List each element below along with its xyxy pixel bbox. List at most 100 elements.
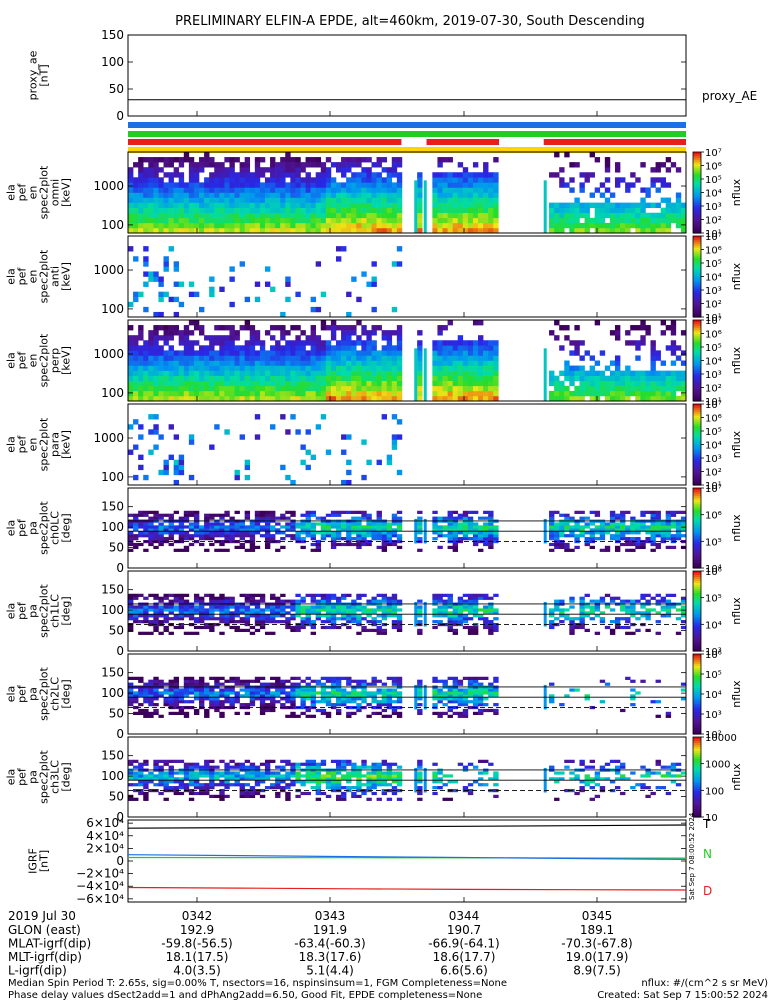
heatmap-cell bbox=[488, 625, 494, 630]
heatmap-cell bbox=[670, 162, 677, 168]
heatmap-cell bbox=[447, 360, 453, 366]
heatmap-cell bbox=[670, 375, 677, 382]
heatmap-cell bbox=[437, 614, 443, 618]
heatmap-cell bbox=[219, 714, 225, 718]
heatmap-cell bbox=[229, 212, 235, 219]
heatmap-cell bbox=[209, 608, 215, 612]
heatmap-cell bbox=[290, 157, 296, 163]
heatmap-cell bbox=[655, 593, 661, 597]
heatmap-cell bbox=[193, 679, 200, 683]
heatmap-cell bbox=[199, 385, 205, 392]
heatmap-cell bbox=[488, 525, 494, 529]
heatmap-cell bbox=[148, 429, 154, 435]
heatmap-cell bbox=[158, 177, 164, 183]
heatmap-cell bbox=[417, 365, 423, 371]
heatmap-cell bbox=[193, 608, 200, 612]
heatmap-cell bbox=[209, 162, 215, 168]
heatmap-cell bbox=[234, 350, 240, 356]
heatmap-cell bbox=[264, 202, 271, 208]
heatmap-cell bbox=[153, 424, 159, 430]
heatmap-cell bbox=[300, 217, 306, 224]
heatmap-cell bbox=[366, 345, 372, 351]
heatmap-cell bbox=[346, 691, 352, 695]
heatmap-cell bbox=[310, 162, 316, 168]
heatmap-cell bbox=[163, 537, 169, 541]
heatmap-cell bbox=[148, 528, 154, 532]
heatmap-cell bbox=[219, 682, 225, 686]
heatmap-cell bbox=[254, 197, 261, 203]
heatmap-cell bbox=[163, 513, 169, 517]
heatmap-cell bbox=[143, 691, 149, 695]
colorbar-cell bbox=[693, 238, 701, 241]
colorbar-cell bbox=[693, 368, 701, 372]
heatmap-cell bbox=[341, 385, 347, 392]
heatmap-cell bbox=[351, 700, 357, 704]
heatmap-cell bbox=[371, 380, 377, 387]
colorbar-cell bbox=[693, 370, 701, 374]
heatmap-cell bbox=[361, 608, 367, 612]
heatmap-cell bbox=[447, 375, 453, 382]
heatmap-cell bbox=[224, 167, 230, 173]
heatmap-cell bbox=[325, 531, 332, 535]
heatmap-cell bbox=[173, 596, 180, 600]
heatmap-cell bbox=[290, 177, 296, 183]
heatmap-cell bbox=[680, 207, 687, 214]
colorbar-cell bbox=[693, 392, 701, 396]
heatmap-cell bbox=[234, 335, 240, 341]
heatmap-cell bbox=[645, 325, 651, 331]
heatmap-cell bbox=[320, 537, 327, 541]
heatmap-cell bbox=[675, 534, 682, 538]
heatmap-cell bbox=[346, 697, 352, 701]
heatmap-cell bbox=[488, 345, 494, 351]
heatmap-cell bbox=[325, 620, 332, 624]
heatmap-cell bbox=[234, 510, 240, 514]
heatmap-cell bbox=[285, 162, 291, 168]
heatmap-cell bbox=[320, 340, 327, 346]
heatmap-cell bbox=[229, 679, 235, 683]
heatmap-cell bbox=[128, 605, 134, 609]
heatmap-cell bbox=[163, 340, 169, 346]
heatmap-cell bbox=[133, 513, 139, 517]
heatmap-cell bbox=[432, 596, 438, 600]
heatmap-cell bbox=[158, 375, 164, 382]
heatmap-cell bbox=[650, 531, 656, 535]
heatmap-cell bbox=[204, 182, 210, 188]
heatmap-cell bbox=[452, 548, 459, 552]
heatmap-cell bbox=[249, 345, 256, 351]
heatmap-cell bbox=[264, 266, 271, 272]
heatmap-cell bbox=[249, 197, 256, 203]
heatmap-cell bbox=[335, 350, 342, 356]
heatmap-cell bbox=[315, 227, 322, 234]
heatmap-cell bbox=[371, 197, 377, 203]
heatmap-cell bbox=[219, 345, 225, 351]
heatmap-cell bbox=[335, 700, 342, 704]
heatmap-cell bbox=[417, 340, 423, 346]
heatmap-cell bbox=[320, 694, 327, 698]
colorbar-cell bbox=[693, 601, 701, 604]
heatmap-cell bbox=[199, 207, 205, 214]
heatmap-cell bbox=[188, 614, 195, 618]
heatmap-cell bbox=[341, 691, 347, 695]
heatmap-cell bbox=[133, 534, 139, 538]
heatmap-cell bbox=[330, 620, 337, 624]
heatmap-cell bbox=[310, 593, 316, 597]
heatmap-cell bbox=[168, 454, 174, 460]
heatmap-cell bbox=[609, 202, 616, 208]
heatmap-cell bbox=[376, 157, 382, 163]
heatmap-cell bbox=[655, 222, 661, 229]
heatmap-cell bbox=[351, 370, 357, 376]
colorbar-cell bbox=[693, 174, 701, 177]
heatmap-cell bbox=[305, 380, 311, 387]
heatmap-cell bbox=[376, 459, 382, 466]
heatmap-cell bbox=[462, 192, 469, 198]
heatmap-cell bbox=[381, 222, 388, 229]
heatmap-cell bbox=[554, 385, 560, 392]
heatmap-cell bbox=[270, 217, 276, 224]
heatmap-cell bbox=[569, 227, 575, 234]
heatmap-cell bbox=[143, 261, 149, 267]
heatmap-cell bbox=[437, 192, 443, 198]
colorbar-cell bbox=[693, 220, 701, 224]
heatmap-cell bbox=[432, 365, 438, 371]
colorbar-cell bbox=[693, 424, 701, 427]
heatmap-cell bbox=[158, 525, 164, 529]
